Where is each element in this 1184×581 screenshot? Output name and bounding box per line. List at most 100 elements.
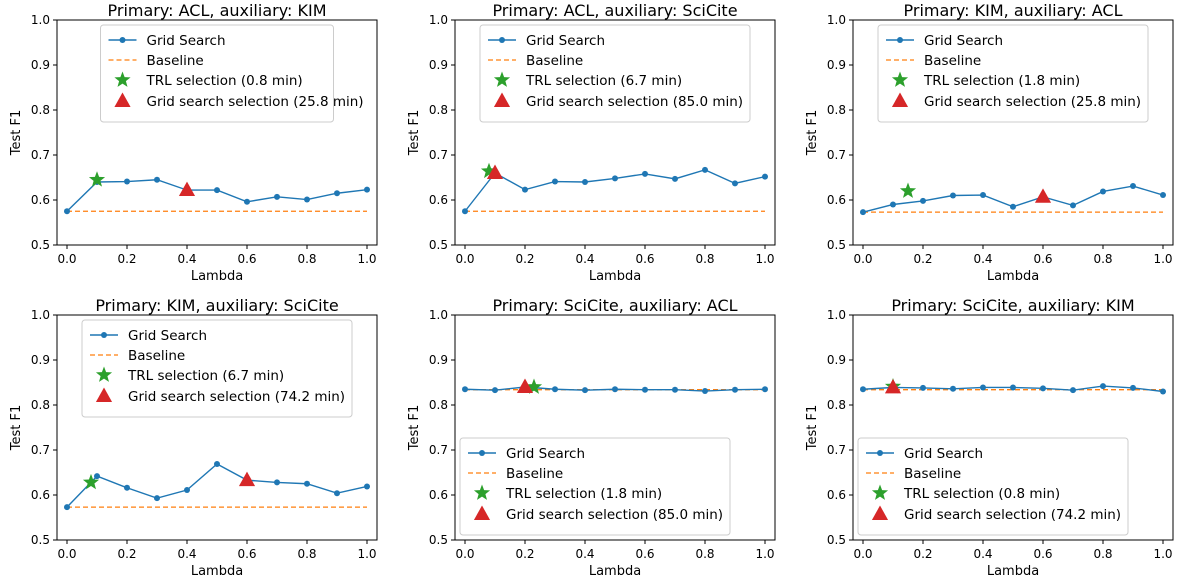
- legend-swatch-grid-search-dot: [877, 450, 883, 456]
- chart-panel-1: Primary: ACL, auxiliary: KIM Lambda Test F…: [9, 1, 378, 284]
- y-tick-label: 0.9: [31, 58, 50, 72]
- grid-search-selection-marker: [1034, 188, 1052, 203]
- x-tick-label: 0.2: [515, 547, 534, 561]
- y-tick-label: 0.6: [31, 193, 50, 207]
- y-tick-label: 0.5: [827, 238, 846, 252]
- y-tick-label: 0.7: [31, 443, 50, 457]
- grid-search-point: [732, 180, 738, 187]
- grid-search-point: [492, 387, 498, 394]
- x-tick-label: 0.4: [177, 252, 196, 266]
- grid-search-point: [672, 175, 678, 182]
- x-tick-label: 0.8: [695, 547, 714, 561]
- grid-search-point: [1100, 383, 1106, 390]
- grid-search-selection-marker: [516, 378, 534, 393]
- grid-search-line: [66, 179, 368, 212]
- grid-search-point: [94, 473, 100, 480]
- legend-entry-baseline: Baseline: [526, 53, 583, 69]
- grid-search-point: [612, 386, 618, 393]
- y-axis-label: Test F1: [407, 405, 422, 451]
- y-tick-label: 0.8: [429, 103, 448, 117]
- grid-search-point: [890, 201, 896, 208]
- legend-swatch-grid-triangle: [891, 92, 909, 107]
- grid-search-line: [66, 463, 368, 508]
- legend-entry-trl-selection: TRL selection (6.7 min): [127, 368, 284, 384]
- grid-search-point: [522, 186, 528, 193]
- grid-search-point: [732, 386, 738, 393]
- plot-frame: [852, 314, 1174, 541]
- legend-entry-grid-search: Grid Search: [526, 33, 605, 49]
- plot-frame: [56, 314, 378, 541]
- y-tick-label: 0.8: [827, 103, 846, 117]
- x-tick-label: 0.0: [853, 252, 872, 266]
- x-tick-label: 0.2: [117, 252, 136, 266]
- grid-search-point: [860, 386, 866, 393]
- x-axis-label: Lambda: [589, 269, 641, 284]
- legend-swatch-grid-search-dot: [499, 37, 505, 43]
- legend-swatch-trl-star: [473, 484, 491, 500]
- x-tick-label: 1.0: [357, 252, 376, 266]
- x-axis-label: Lambda: [191, 564, 243, 579]
- chart-title: Primary: KIM, auxiliary: ACL: [904, 1, 1123, 20]
- legend-swatch-grid-search-dot: [119, 37, 126, 43]
- y-axis-label: Test F1: [805, 110, 820, 156]
- grid-search-point: [582, 387, 588, 394]
- y-tick-label: 0.7: [429, 443, 448, 457]
- grid-search-point: [920, 384, 926, 391]
- grid-search-point: [702, 388, 708, 395]
- chart-title: Primary: ACL, auxiliary: KIM: [108, 1, 327, 20]
- x-tick-label: 0.6: [1033, 547, 1052, 561]
- legend: Grid Search Baseline TRL selection (1.8 mi…: [877, 24, 1149, 123]
- y-tick-label: 0.6: [827, 193, 846, 207]
- chart-panel-2: Primary: ACL, auxiliary: SciCite Lambda Te…: [407, 1, 776, 284]
- grid-search-selection-marker: [486, 164, 504, 179]
- y-tick-label: 1.0: [429, 13, 448, 27]
- y-tick-label: 1.0: [429, 308, 448, 322]
- legend-entry-grid-search-selection: Grid search selection (74.2 min): [904, 507, 1121, 523]
- grid-search-point: [274, 479, 280, 486]
- legend-swatch-grid-search-dot: [897, 37, 903, 43]
- x-tick-label: 0.0: [853, 547, 872, 561]
- legend-entry-grid-search-selection: Grid search selection (25.8 min): [924, 94, 1141, 110]
- y-tick-label: 0.8: [827, 398, 846, 412]
- grid-search-point: [1070, 202, 1076, 209]
- legend-entry-trl-selection: TRL selection (1.8 min): [505, 486, 662, 502]
- grid-search-point: [462, 208, 468, 215]
- x-tick-label: 1.0: [1153, 547, 1172, 561]
- legend-swatch-grid-triangle: [114, 92, 131, 107]
- grid-search-point: [950, 385, 956, 392]
- y-axis-label: Test F1: [805, 405, 820, 451]
- legend-entry-trl-selection: TRL selection (1.8 min): [923, 73, 1080, 89]
- trl-selection-marker: [480, 162, 498, 179]
- y-tick-label: 0.5: [827, 533, 846, 547]
- grid-search-point: [1100, 188, 1106, 195]
- y-tick-label: 0.9: [827, 58, 846, 72]
- grid-search-point: [364, 186, 370, 193]
- trl-selection-marker: [82, 473, 100, 490]
- legend-entry-trl-selection: TRL selection (0.8 min): [146, 73, 303, 89]
- x-tick-label: 0.2: [913, 252, 932, 266]
- y-tick-label: 0.5: [429, 533, 448, 547]
- x-tick-label: 0.4: [177, 547, 196, 561]
- grid-search-point: [64, 504, 70, 511]
- y-tick-label: 0.5: [31, 238, 50, 252]
- chart-title: Primary: SciCite, auxiliary: ACL: [492, 296, 737, 315]
- legend-swatch-grid-search-dot: [101, 332, 107, 338]
- y-tick-label: 0.5: [429, 238, 448, 252]
- x-tick-label: 1.0: [755, 547, 774, 561]
- grid-search-point: [672, 386, 678, 393]
- y-axis-label: Test F1: [9, 110, 24, 156]
- x-tick-label: 0.6: [237, 252, 256, 266]
- grid-search-point: [462, 386, 468, 393]
- y-tick-label: 0.6: [827, 488, 846, 502]
- x-tick-label: 0.8: [695, 252, 714, 266]
- plot-frame: [454, 314, 776, 541]
- x-tick-label: 0.0: [57, 547, 76, 561]
- x-tick-label: 0.2: [515, 252, 534, 266]
- grid-search-point: [124, 484, 130, 491]
- legend-frame: [479, 24, 751, 123]
- y-tick-label: 0.9: [429, 353, 448, 367]
- grid-search-point: [1070, 387, 1076, 394]
- grid-search-selection-marker: [884, 378, 902, 394]
- legend-entry-grid-search-selection: Grid search selection (25.8 min): [147, 94, 364, 110]
